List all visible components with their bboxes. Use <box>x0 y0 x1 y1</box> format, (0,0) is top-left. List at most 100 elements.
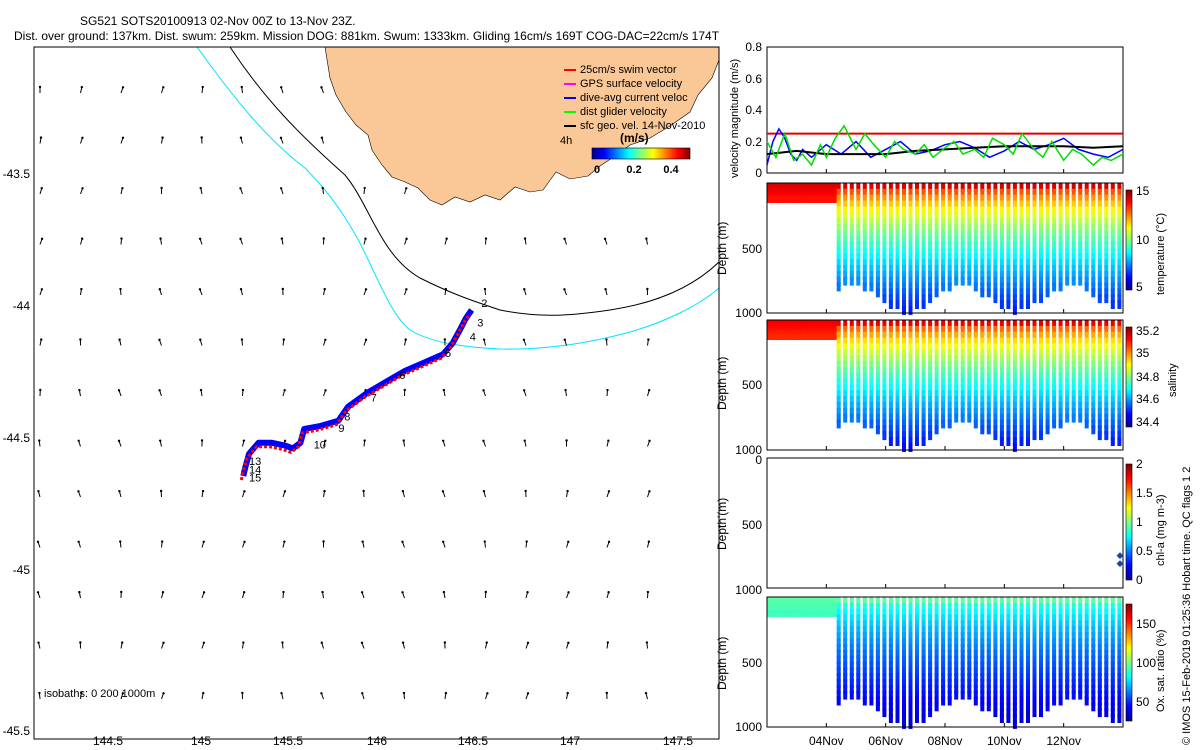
profile-sample <box>1012 218 1017 228</box>
profile-sample <box>1078 655 1083 665</box>
profile-sample <box>1065 325 1070 335</box>
profile-sample <box>915 270 919 280</box>
profile-sample <box>947 419 952 429</box>
profile-sample <box>941 661 946 671</box>
profile-sample <box>1006 696 1011 706</box>
profile-sample <box>1104 206 1109 216</box>
profile-sample <box>947 661 952 671</box>
profile-sample <box>1104 378 1109 388</box>
velocity-arrowhead <box>323 287 326 291</box>
profile-sample <box>999 425 1004 435</box>
profile-sample <box>1071 673 1076 682</box>
profile-sample <box>862 413 867 423</box>
profile-sample <box>1097 690 1102 700</box>
profile-sample <box>1078 337 1083 347</box>
profile-sample <box>915 206 919 216</box>
profile-sample <box>999 684 1004 694</box>
profile-sample <box>999 620 1004 630</box>
profile-sample <box>1012 431 1017 441</box>
profile-sample <box>1071 602 1076 612</box>
profile-sample <box>993 223 998 233</box>
day-label: 6 <box>399 370 405 382</box>
velocity-arrowhead <box>38 85 42 89</box>
profile-sample <box>875 396 880 406</box>
profile-sample <box>980 218 985 228</box>
profile-sample <box>1058 626 1063 636</box>
profile-sample <box>882 223 887 233</box>
velocity-arrowhead <box>483 540 486 543</box>
profile-sample <box>986 608 991 618</box>
profile-sample <box>915 655 919 665</box>
profile-sample <box>1078 320 1083 329</box>
profile-sample <box>921 597 926 606</box>
profile-sample <box>843 614 848 624</box>
profile-sample <box>1097 632 1102 642</box>
profile-sample <box>967 643 972 653</box>
profile-sample <box>934 690 939 700</box>
profile-sample <box>1110 194 1115 204</box>
profile-sample <box>1039 638 1043 647</box>
velocity-arrowhead <box>563 338 566 341</box>
profile-sample <box>1091 366 1096 376</box>
profile-sample <box>836 259 841 269</box>
profile-sample <box>1084 655 1089 665</box>
profile-sample <box>1078 188 1083 198</box>
profile-sample <box>902 437 906 446</box>
profile-sample <box>1097 597 1102 606</box>
profile-sample <box>1032 401 1037 411</box>
velocity-arrow <box>526 744 528 750</box>
profile-sample <box>888 401 893 411</box>
profile-sample <box>973 343 978 353</box>
profile-sample <box>960 384 965 394</box>
profile-sample <box>1104 355 1109 365</box>
profile-sample <box>1110 696 1115 706</box>
velocity-arrowhead <box>486 692 489 695</box>
profile-sample <box>1039 343 1043 353</box>
profile-sample <box>934 247 939 257</box>
velocity-arrowhead <box>360 641 364 645</box>
profile-sample <box>862 401 867 411</box>
profile-sample <box>1117 696 1122 706</box>
profile-sample <box>862 384 867 394</box>
profile-sample <box>1032 620 1037 630</box>
profile-sample <box>888 425 893 435</box>
velocity-arrowhead <box>565 439 568 442</box>
profile-sample <box>1012 360 1017 370</box>
profile-sample <box>1071 667 1076 677</box>
profile-sample <box>967 264 972 274</box>
profile-sample <box>1104 620 1109 630</box>
profile-sample <box>895 620 900 630</box>
profile-sample <box>947 384 952 394</box>
profile-sample <box>1110 437 1115 446</box>
profile-sample <box>843 638 848 647</box>
profile-sample <box>947 366 952 376</box>
time-tick-label: 12Nov <box>1046 734 1081 748</box>
profile-sample <box>1039 259 1043 269</box>
profile-sample <box>1012 378 1017 388</box>
profile-sample <box>1012 597 1017 606</box>
profile-sample <box>960 396 965 406</box>
profile-sample <box>862 667 867 677</box>
profile-sample <box>954 597 959 606</box>
profile-sample <box>967 401 972 411</box>
profile-sample <box>908 643 913 653</box>
profile-sample <box>915 643 919 653</box>
profile-sample <box>1026 253 1030 263</box>
velocity-arrowhead <box>39 136 43 139</box>
velocity-arrowhead <box>563 237 566 241</box>
profile-sample <box>836 390 841 400</box>
profile-sample <box>1052 270 1057 280</box>
profile-sample <box>1045 264 1050 274</box>
profile-sample <box>973 194 978 204</box>
profile-sample <box>882 366 887 376</box>
profile-sample <box>836 200 841 210</box>
profile-sample <box>993 708 998 718</box>
profile-sample <box>862 183 867 192</box>
velocity-arrowhead <box>324 439 327 442</box>
velocity-arrowhead <box>121 641 124 644</box>
profile-sample <box>1058 366 1063 376</box>
profile-sample <box>1012 620 1017 630</box>
profile-sample <box>1091 678 1096 688</box>
profile-sample <box>1097 218 1102 228</box>
profile-sample <box>882 684 887 694</box>
